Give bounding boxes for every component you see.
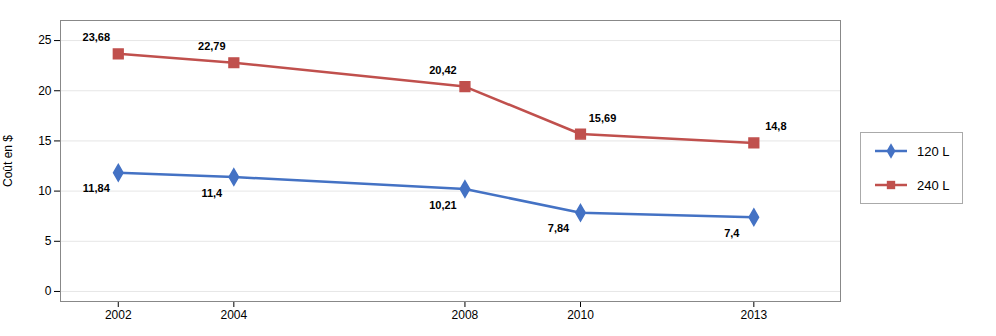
html-text:240 L: 240 L xyxy=(917,177,950,193)
svg-text:15: 15 xyxy=(38,134,52,148)
svg-text:0: 0 xyxy=(45,284,52,298)
svg-text:7,4: 7,4 xyxy=(724,227,740,239)
svg-text:20,42: 20,42 xyxy=(429,64,457,76)
svg-text:2010: 2010 xyxy=(567,308,594,322)
svg-text:15,69: 15,69 xyxy=(589,112,617,124)
svg-text:11,84: 11,84 xyxy=(83,182,111,194)
svg-text:Coût en $: Coût en $ xyxy=(1,135,15,187)
svg-text:11,4: 11,4 xyxy=(201,187,223,199)
svg-text:2002: 2002 xyxy=(105,308,132,322)
svg-text:2013: 2013 xyxy=(740,308,767,322)
svg-text:2004: 2004 xyxy=(220,308,247,322)
svg-text:2008: 2008 xyxy=(452,308,479,322)
svg-text:23,68: 23,68 xyxy=(83,31,111,43)
html-text:120 L: 120 L xyxy=(917,143,950,159)
svg-text:10: 10 xyxy=(38,184,52,198)
svg-text:10,21: 10,21 xyxy=(429,199,457,211)
svg-text:5: 5 xyxy=(45,234,52,248)
svg-text:14,8: 14,8 xyxy=(765,120,786,132)
svg-text:20: 20 xyxy=(38,84,52,98)
svg-text:7,84: 7,84 xyxy=(548,222,570,234)
svg-text:22,79: 22,79 xyxy=(198,40,226,52)
svg-text:25: 25 xyxy=(38,33,52,47)
